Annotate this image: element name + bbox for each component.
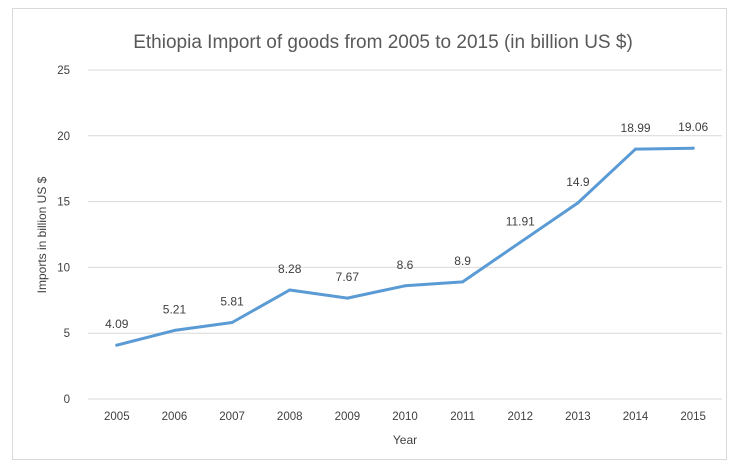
x-axis-ticks: 2005 2006 2007 2008 2009 2010 2011 2012 2013 2014… [104,411,706,423]
series-layer [115,146,695,347]
x-tick-label: 2012 [507,411,533,423]
series-line [115,146,695,347]
data-point [115,343,119,347]
data-point [691,146,695,150]
data-point [518,240,522,244]
x-tick-label: 2008 [277,411,303,423]
data-label: 4.09 [105,317,129,331]
x-tick-label: 2014 [623,411,649,423]
chart-title: Ethiopia Import of goods from 2005 to 20… [133,32,633,53]
y-tick-label: 0 [64,394,70,406]
y-tick-label: 10 [57,262,70,274]
data-label: 8.9 [454,254,471,268]
data-label: 7.67 [336,270,360,284]
data-label: 8.28 [278,262,302,276]
data-point [345,296,349,300]
chart-area [12,8,727,460]
y-axis-title: Imports in billion US $ [35,176,49,293]
data-label: 11.91 [506,214,535,228]
data-point [230,321,234,325]
x-axis-title: Year [393,433,417,447]
data-label: 5.21 [163,302,187,316]
x-tick-label: 2009 [335,411,361,423]
data-point [634,147,638,151]
data-label: 5.81 [220,295,244,309]
x-tick-label: 2005 [104,411,130,423]
y-tick-label: 20 [57,131,70,143]
data-point [461,280,465,284]
x-tick-label: 2013 [565,411,591,423]
x-tick-label: 2006 [162,411,188,423]
y-tick-label: 5 [64,328,70,340]
x-tick-label: 2007 [219,411,245,423]
gridlines [88,69,722,400]
data-labels: 4.09 5.21 5.81 8.28 7.67 8.6 8.9 11.91 14.9 18.99… [105,120,708,331]
data-label: 14.9 [566,175,590,189]
x-tick-label: 2010 [392,411,418,423]
y-tick-label: 15 [57,197,70,209]
data-point [576,201,580,205]
data-label: 18.99 [621,121,651,135]
data-point [172,328,176,332]
data-label: 8.6 [397,258,414,272]
data-point [288,288,292,292]
x-tick-label: 2011 [450,411,475,423]
x-tick-label: 2015 [680,411,706,423]
data-label: 19.06 [678,120,708,134]
y-axis-ticks: 0 5 10 15 20 25 [57,65,70,406]
data-point [403,284,407,288]
y-tick-label: 25 [57,65,70,77]
